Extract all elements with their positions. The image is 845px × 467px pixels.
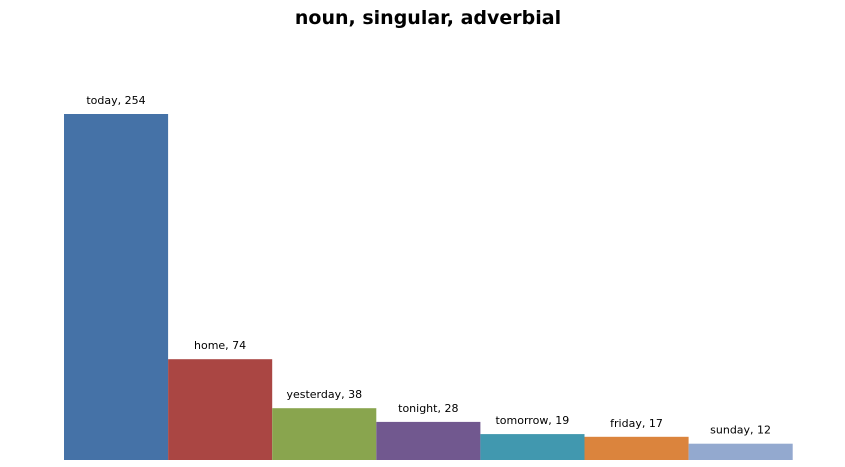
bar-yesterday <box>272 408 377 460</box>
bar-tomorrow <box>480 434 585 460</box>
data-label-sunday: sunday, 12 <box>710 424 771 437</box>
data-label-yesterday: yesterday, 38 <box>286 388 362 401</box>
bar-sunday <box>688 443 793 460</box>
data-label-today: today, 254 <box>86 94 145 107</box>
data-label-tonight: tonight, 28 <box>398 402 458 415</box>
bar-home <box>168 359 273 460</box>
data-label-tomorrow: tomorrow, 19 <box>495 414 569 427</box>
bar-tonight <box>376 421 481 460</box>
data-label-home: home, 74 <box>194 339 246 352</box>
chart-title: noun, singular, adverbial <box>294 7 562 29</box>
data-labels-group: today, 254 home, 74 yesterday, 38 tonight, … <box>86 94 771 437</box>
data-label-friday: friday, 17 <box>610 417 663 430</box>
bar-friday <box>584 436 689 460</box>
bar-today <box>64 114 169 460</box>
bars-group <box>64 114 793 460</box>
